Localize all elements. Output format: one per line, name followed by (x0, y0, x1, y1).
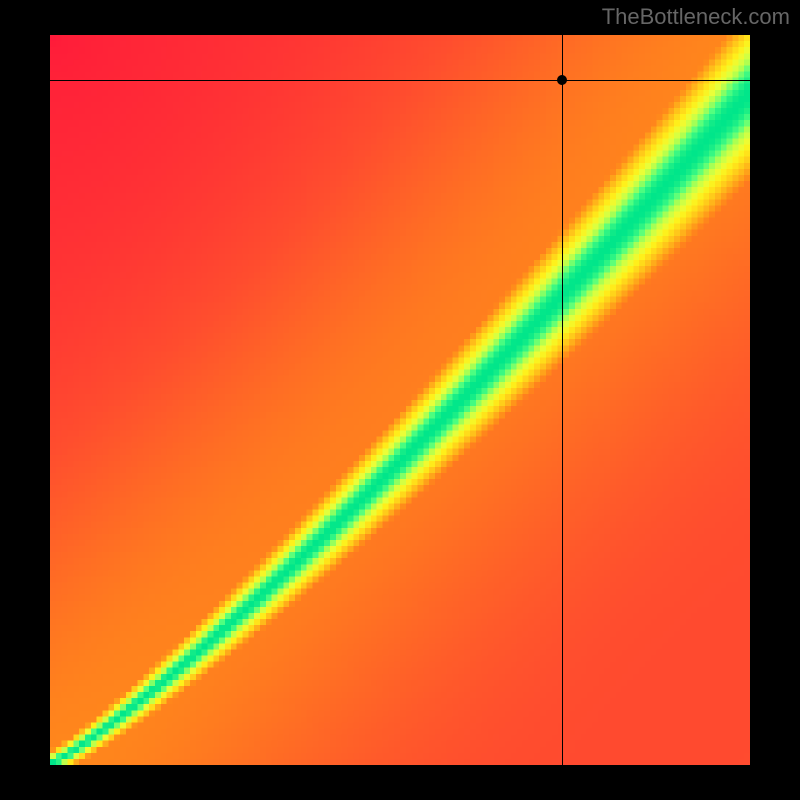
crosshair-vertical (562, 35, 563, 765)
watermark-text: TheBottleneck.com (602, 4, 790, 30)
crosshair-point (557, 75, 567, 85)
crosshair-horizontal (50, 80, 750, 81)
heatmap-plot (50, 35, 750, 765)
heatmap-canvas (50, 35, 750, 765)
